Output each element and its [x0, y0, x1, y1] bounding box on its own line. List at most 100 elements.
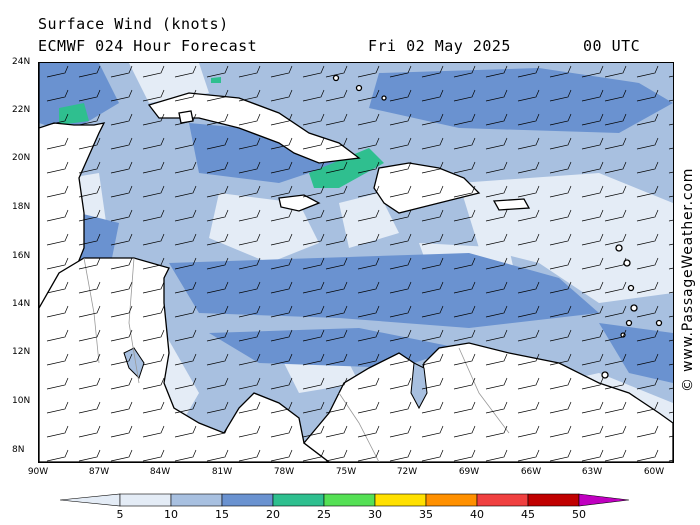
wind-barb [270, 401, 293, 414]
gale-wind-areas [59, 77, 384, 188]
wind-barb [636, 377, 659, 390]
wind-barb [581, 377, 604, 390]
wind-barb [517, 185, 540, 198]
wind-barb [46, 281, 69, 294]
wind-barb [238, 377, 261, 390]
wind-barb [453, 137, 476, 150]
wind-barb [302, 185, 325, 198]
wind-barb [325, 137, 348, 150]
wind-barb [581, 425, 604, 438]
wind-barb [581, 305, 604, 318]
wind-barb [46, 353, 69, 366]
colorbar-tick-label: 35 [419, 508, 433, 521]
wind-barb [110, 401, 133, 414]
wind-barb [517, 89, 540, 102]
wind-barb [636, 281, 659, 294]
wind-barb [238, 89, 261, 102]
longitude-label: 63W [581, 467, 603, 477]
longitude-label: 69W [458, 467, 480, 477]
colorbar-segment [476, 493, 529, 507]
wind-barb [46, 233, 69, 246]
colorbar-segment [323, 493, 376, 507]
wind-barb [636, 65, 659, 78]
wind-barb [453, 113, 476, 126]
wind-barb [206, 65, 229, 78]
wind-barb [604, 209, 627, 222]
wind-barb [174, 425, 197, 438]
wind-barb [174, 161, 197, 174]
wind-barb [421, 209, 444, 222]
colorbar-segment [425, 493, 478, 507]
longitude-label: 72W [396, 467, 418, 477]
wind-barb [174, 233, 197, 246]
wind-barb [325, 89, 348, 102]
wind-map [38, 62, 674, 463]
wind-barb [142, 209, 165, 222]
wind-barb [174, 401, 197, 414]
wind-barb [174, 185, 197, 198]
wind-barb [581, 329, 604, 342]
wind-barb [174, 281, 197, 294]
wind-barb [453, 449, 476, 462]
wind-barb [517, 449, 540, 462]
colorbar-tick-label: 45 [521, 508, 535, 521]
wind-barb [389, 353, 412, 366]
wind-barb [238, 65, 261, 78]
wind-barb [421, 401, 444, 414]
latitude-label: 14N [12, 299, 31, 309]
wind-barb [206, 281, 229, 294]
wind-barb [270, 185, 293, 198]
wind-barb [517, 233, 540, 246]
wind-barb [581, 233, 604, 246]
wind-barb [636, 257, 659, 270]
wind-barb [78, 89, 101, 102]
wind-barb [604, 401, 627, 414]
strong-wind-areas [39, 63, 673, 383]
colorbar-tick-label: 15 [215, 508, 229, 521]
wind-barb [142, 449, 165, 462]
wind-barb [78, 137, 101, 150]
wind-barb [453, 161, 476, 174]
wind-barb [604, 329, 627, 342]
wind-barb [110, 113, 133, 126]
wind-barb [174, 113, 197, 126]
wind-barb [549, 305, 572, 318]
wind-barb [302, 449, 325, 462]
colorbar-min-arrow [60, 493, 121, 507]
latitude-label: 18N [12, 202, 31, 212]
wind-barb [302, 425, 325, 438]
wind-barb [485, 401, 508, 414]
wind-speed-colorbar [60, 493, 630, 507]
map-title: Surface Wind (knots) [38, 15, 229, 33]
wind-barb [453, 233, 476, 246]
wind-barb [549, 65, 572, 78]
wind-barb [485, 185, 508, 198]
copyright-text: © www.PassageWeather.com [680, 167, 696, 392]
latitude-label: 20N [12, 153, 31, 163]
wind-barb [142, 281, 165, 294]
wind-barb [357, 113, 380, 126]
wind-barb [636, 209, 659, 222]
wind-barb [142, 305, 165, 318]
longitude-label: 90W [27, 467, 49, 477]
wind-barb [270, 137, 293, 150]
wind-barb [549, 329, 572, 342]
wind-barb [238, 449, 261, 462]
forecast-time: 00 UTC [583, 37, 641, 55]
wind-barb [325, 329, 348, 342]
wind-barb [78, 161, 101, 174]
wind-barb [581, 137, 604, 150]
wind-barb [238, 137, 261, 150]
wind-barb [389, 185, 412, 198]
colorbar-segment [272, 493, 325, 507]
wind-barb [604, 89, 627, 102]
wind-barb [142, 185, 165, 198]
wind-barb [581, 89, 604, 102]
wind-barb [581, 161, 604, 174]
wind-barb [636, 425, 659, 438]
latitude-label: 16N [12, 251, 31, 261]
wind-barb [78, 233, 101, 246]
wind-barb [517, 305, 540, 318]
wind-map-canvas [39, 63, 673, 462]
wind-barb [238, 209, 261, 222]
